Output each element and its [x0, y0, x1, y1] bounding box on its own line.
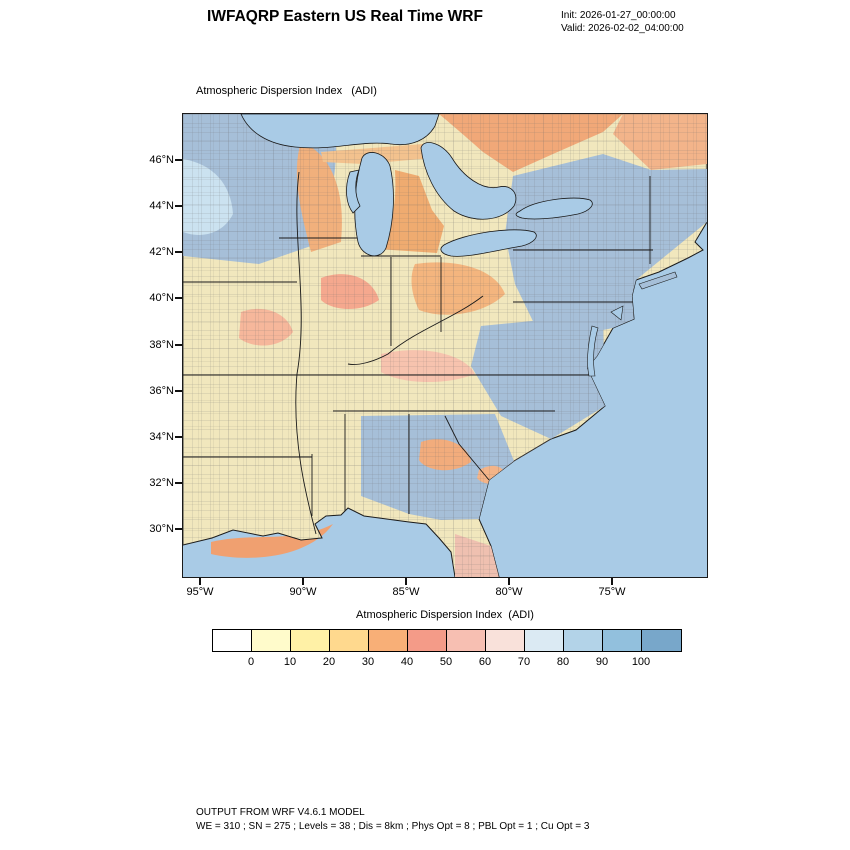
colorbar-tick-label: 0: [247, 656, 255, 668]
valid-time: Valid: 2026-02-02_04:00:00: [561, 23, 684, 34]
colorbar-cell: [486, 630, 525, 651]
lon-tick: [611, 578, 613, 585]
colorbar-cell: [447, 630, 486, 651]
delaware-bay-shape: [610, 305, 624, 321]
colorbar-tick-label: 100: [631, 656, 651, 668]
colorbar-tick-label: 90: [595, 656, 609, 668]
lat-axis-label: 46°N: [149, 154, 174, 166]
colorbar-cell: [330, 630, 369, 651]
colorbar-cell: [642, 630, 681, 651]
lake-erie-shape: [440, 229, 537, 257]
colorbar-tick-label: 30: [361, 656, 375, 668]
page-title: IWFAQRP Eastern US Real Time WRF: [207, 8, 483, 25]
colorbar: [212, 629, 682, 652]
lon-tick: [508, 578, 510, 585]
lake-huron-shape: [420, 142, 517, 220]
lat-tick: [175, 344, 182, 346]
colorbar-cell: [291, 630, 330, 651]
lat-tick: [175, 436, 182, 438]
colorbar-tick-label: 80: [556, 656, 570, 668]
lat-tick: [175, 390, 182, 392]
lon-tick: [302, 578, 304, 585]
chesapeake-bay-shape: [587, 325, 599, 377]
lat-tick: [175, 159, 182, 161]
lat-axis-label: 36°N: [149, 385, 174, 397]
lon-axis-label: 80°W: [495, 586, 523, 598]
colorbar-cell: [525, 630, 564, 651]
lat-axis-label: 44°N: [149, 200, 174, 212]
colorbar-cell: [408, 630, 447, 651]
lat-tick: [175, 482, 182, 484]
lat-axis-label: 40°N: [149, 292, 174, 304]
colorbar-cell: [252, 630, 291, 651]
lat-axis-label: 30°N: [149, 523, 174, 535]
colorbar-cell: [603, 630, 642, 651]
lake-michigan-shape: [354, 152, 394, 257]
colorbar-tick-label: 10: [283, 656, 297, 668]
map-subtitle: Atmospheric Dispersion Index (ADI): [196, 85, 377, 97]
adi-map-graphic: [182, 113, 708, 578]
lake-ontario-shape: [515, 197, 593, 220]
colorbar-tick-label: 50: [439, 656, 453, 668]
lake-superior-shape: [240, 113, 440, 149]
great-lakes: [240, 113, 624, 377]
lat-tick: [175, 205, 182, 207]
colorbar-cell: [564, 630, 603, 651]
model-info-line1: OUTPUT FROM WRF V4.6.1 MODEL: [196, 807, 365, 818]
lat-tick: [175, 297, 182, 299]
map-area: [182, 113, 708, 578]
green-bay-shape: [346, 169, 361, 214]
lon-axis-label: 85°W: [392, 586, 420, 598]
colorbar-tick-label: 20: [322, 656, 336, 668]
colorbar-tick-label: 40: [400, 656, 414, 668]
lon-axis-label: 75°W: [598, 586, 626, 598]
lat-axis-label: 42°N: [149, 246, 174, 258]
lat-axis-label: 34°N: [149, 431, 174, 443]
lat-tick: [175, 251, 182, 253]
lon-axis-label: 90°W: [289, 586, 317, 598]
colorbar-cell: [369, 630, 408, 651]
model-info-line2: WE = 310 ; SN = 275 ; Levels = 38 ; Dis …: [196, 821, 590, 832]
legend-title: Atmospheric Dispersion Index (ADI): [356, 609, 534, 621]
lat-tick: [175, 528, 182, 530]
colorbar-tick-label: 70: [517, 656, 531, 668]
lat-axis-label: 32°N: [149, 477, 174, 489]
lon-axis-label: 95°W: [186, 586, 214, 598]
model-info: OUTPUT FROM WRF V4.6.1 MODEL WE = 310 ; …: [196, 806, 589, 834]
long-island-shape: [638, 271, 678, 290]
init-time: Init: 2026-01-27_00:00:00: [561, 10, 676, 21]
run-times: Init: 2026-01-27_00:00:00 Valid: 2026-02…: [561, 9, 684, 35]
lon-tick: [405, 578, 407, 585]
gulf-coastal-plume: [211, 524, 333, 558]
lat-axis-label: 38°N: [149, 339, 174, 351]
colorbar-cell: [213, 630, 252, 651]
colorbar-tick-label: 60: [478, 656, 492, 668]
lon-tick: [199, 578, 201, 585]
